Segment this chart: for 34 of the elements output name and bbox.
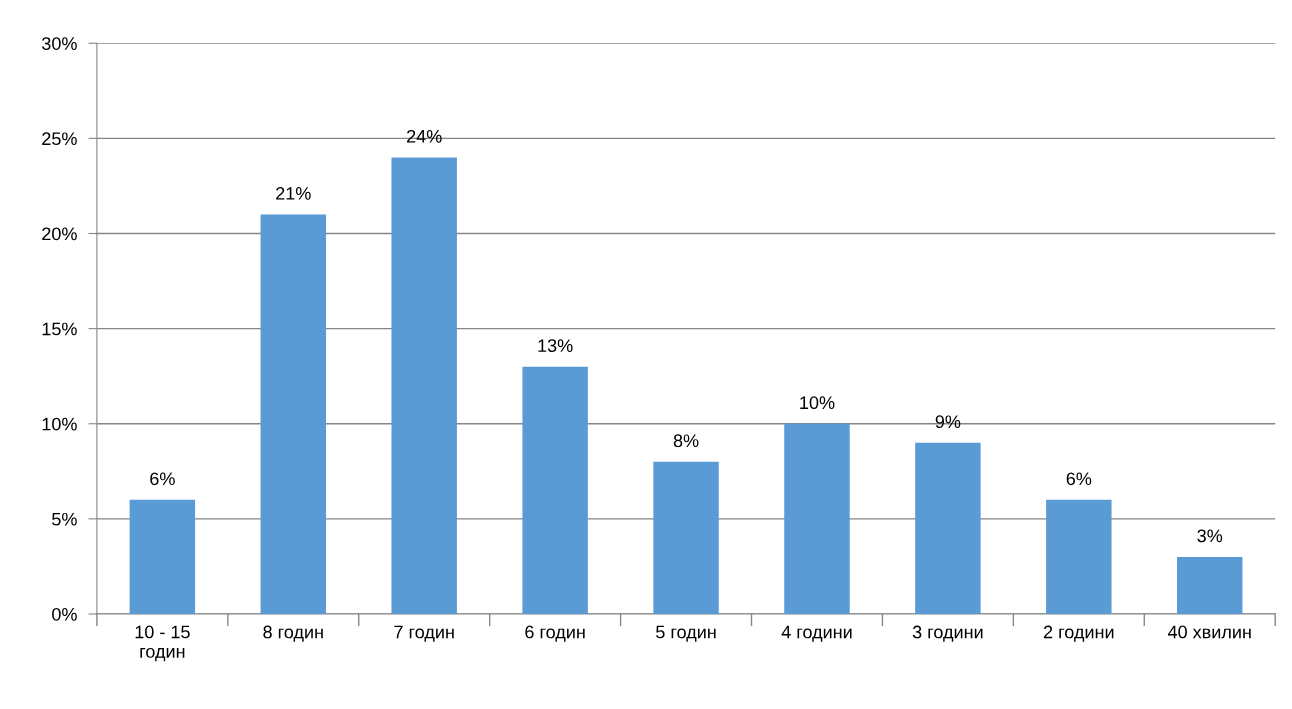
data-label: 21% <box>276 187 311 200</box>
y-tick-label: 30% <box>42 37 77 50</box>
y-tick-label: 0% <box>52 607 77 621</box>
data-label: 6% <box>1066 472 1092 486</box>
x-tick-label: 8 годин <box>263 625 323 642</box>
bar <box>522 366 588 614</box>
x-tick-label: 40 хвилин <box>1167 625 1251 639</box>
data-label: 13% <box>538 339 573 352</box>
data-label: 9% <box>935 415 961 429</box>
data-label: 3% <box>1197 529 1223 543</box>
x-tick-label: 4 години <box>781 625 852 642</box>
bar <box>1177 556 1243 614</box>
data-label: 24% <box>407 129 442 143</box>
bar <box>129 499 196 614</box>
data-label: 6% <box>150 472 175 486</box>
y-tick-label: 25% <box>42 132 77 146</box>
bar <box>260 214 327 614</box>
x-tick-label: 7 годин <box>394 625 454 642</box>
bar <box>1046 499 1112 614</box>
x-tick-label: 3 години <box>912 625 983 642</box>
y-tick-label: 20% <box>42 227 77 241</box>
bar <box>915 442 981 614</box>
x-tick-label: 6 годин <box>525 625 585 642</box>
bar <box>653 461 719 614</box>
y-tick-label: 10% <box>42 417 77 431</box>
bar <box>784 423 850 614</box>
x-tick-label: 5 годин <box>656 625 716 642</box>
x-tick-label: 2 години <box>1043 625 1114 642</box>
y-tick-label: 5% <box>52 512 77 526</box>
data-label: 8% <box>673 434 699 448</box>
bar <box>391 157 457 614</box>
x-tick-label: 10 - 15 годин <box>135 625 190 662</box>
y-tick-label: 15% <box>42 322 77 336</box>
data-label: 10% <box>800 396 835 410</box>
